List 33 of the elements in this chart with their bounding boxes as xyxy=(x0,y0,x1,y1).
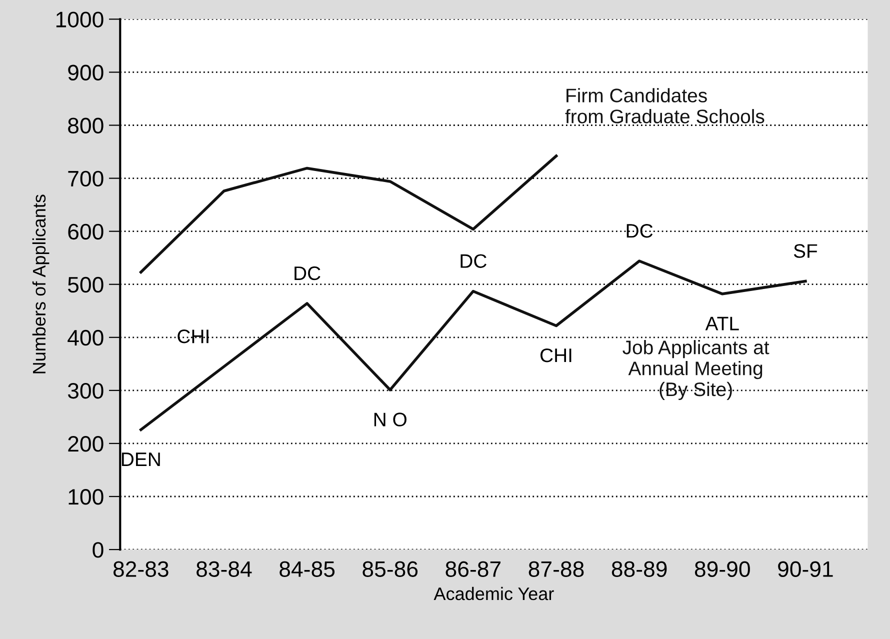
x-tick-label: 85-86 xyxy=(362,561,418,577)
x-axis-title: Academic Year xyxy=(434,586,554,600)
y-tick-label: 800 xyxy=(68,118,104,134)
y-tick-label: 600 xyxy=(68,224,104,240)
annotation: ATL xyxy=(705,316,739,330)
x-tick-label: 87-88 xyxy=(528,561,584,577)
x-tick-label: 82-83 xyxy=(113,561,168,577)
y-tick-label: 700 xyxy=(68,170,104,187)
x-tick-label: 86-87 xyxy=(446,561,500,577)
y-tick-label: 1000 xyxy=(56,12,104,28)
annotation: DC xyxy=(460,254,486,268)
series-label: Firm Candidates from Graduate Schools xyxy=(565,88,764,124)
y-tick-label: 200 xyxy=(68,436,104,452)
annotation: CHI xyxy=(540,348,572,362)
y-tick-label: 0 xyxy=(92,542,104,558)
y-tick-label: 500 xyxy=(68,276,104,293)
x-tick-label: 84-85 xyxy=(280,561,335,577)
annotation: DEN xyxy=(122,452,160,466)
annotation: DC xyxy=(626,224,653,238)
x-tick-label: 89-90 xyxy=(694,561,750,577)
y-axis-title: Numbers of Applicants xyxy=(32,194,50,374)
y-tick-label: 400 xyxy=(68,330,104,346)
x-tick-label: 83-84 xyxy=(196,561,252,577)
text: Job Applicants at Annual Meeting (By Site) xyxy=(622,340,770,400)
annotation: N O xyxy=(374,412,406,426)
annotation: CHI xyxy=(178,330,208,344)
annotation: SF xyxy=(794,244,818,258)
x-tick-label: 88-89 xyxy=(612,561,667,577)
y-tick-label: 900 xyxy=(68,64,104,80)
y-tick-label: 300 xyxy=(68,382,104,399)
annotation: DC xyxy=(294,266,320,280)
y-tick-label: 100 xyxy=(68,489,104,505)
x-tick-label: 90-91 xyxy=(778,561,833,577)
